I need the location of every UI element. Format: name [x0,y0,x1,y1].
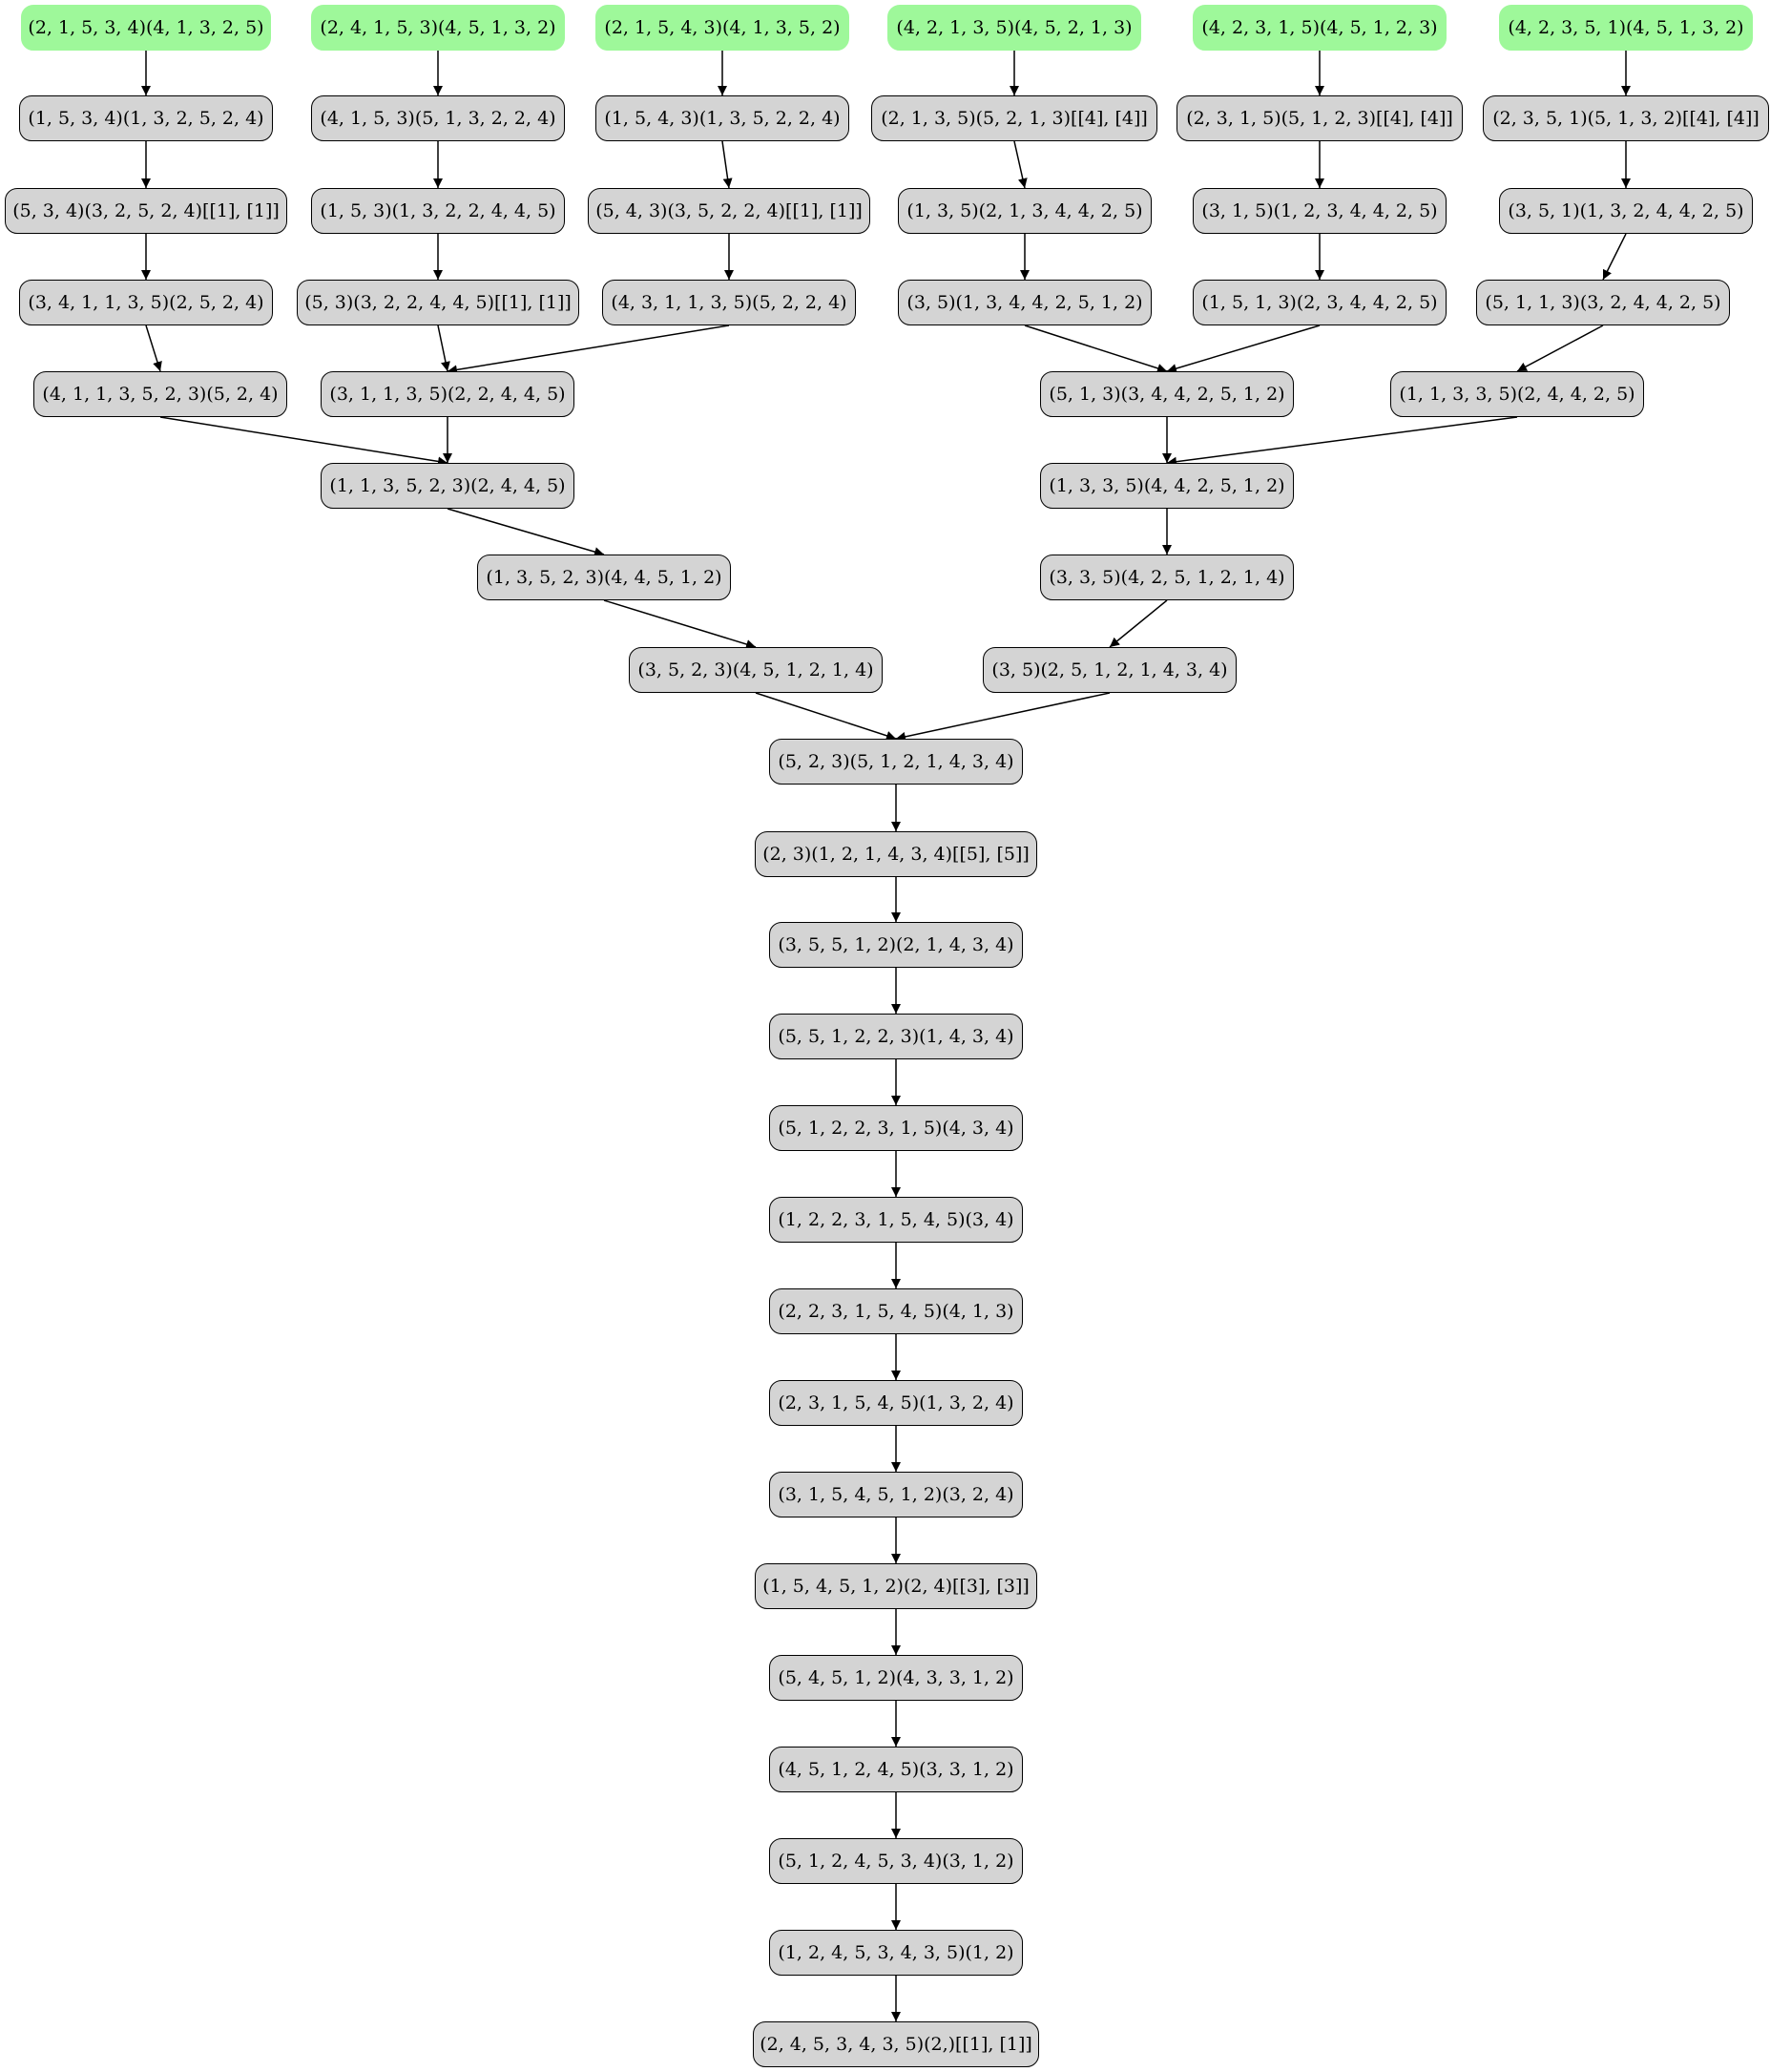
edge-f4-to-r5 [1166,416,1518,467]
edge-a3-to-a4 [145,324,162,372]
edge-e3-to-d4 [1166,324,1321,373]
graph-node-m9: (2, 3)(1, 2, 1, 4, 3, 4)[[5], [5]] [755,831,1037,877]
graph-node-d0: (4, 2, 1, 3, 5)(4, 5, 2, 1, 3) [887,5,1141,51]
graph-node-b2: (1, 5, 3)(1, 3, 2, 2, 4, 4, 5) [311,188,565,234]
graph-node-m13: (1, 2, 2, 3, 1, 5, 4, 5)(3, 4) [769,1197,1023,1243]
graph-node-e3: (1, 5, 1, 3)(2, 3, 4, 4, 2, 5) [1193,280,1447,325]
graph-node-e0: (4, 2, 3, 1, 5)(4, 5, 1, 2, 3) [1193,5,1447,51]
graph-node-a4: (4, 1, 1, 3, 5, 2, 3)(5, 2, 4) [33,371,287,417]
graph-node-m10: (3, 5, 5, 1, 2)(2, 1, 4, 3, 4) [769,922,1023,968]
graph-node-m15: (2, 3, 1, 5, 4, 5)(1, 3, 2, 4) [769,1380,1023,1426]
graph-node-a1: (1, 5, 3, 4)(1, 3, 2, 5, 2, 4) [19,95,273,141]
graph-node-c3: (4, 3, 1, 1, 3, 5)(5, 2, 2, 4) [602,280,856,325]
graph-node-d3: (3, 5)(1, 3, 4, 4, 2, 5, 1, 2) [898,280,1152,325]
graph-node-m12: (5, 1, 2, 2, 3, 1, 5)(4, 3, 4) [769,1105,1023,1151]
graph-node-e1: (2, 3, 1, 5)(5, 1, 2, 3)[[4], [4]] [1177,95,1463,141]
graph-node-m14: (2, 2, 3, 1, 5, 4, 5)(4, 1, 3) [769,1288,1023,1334]
edge-r7-to-m8 [895,692,1111,742]
graph-node-d4: (5, 1, 3)(3, 4, 4, 2, 5, 1, 2) [1040,371,1294,417]
graph-node-m22: (2, 4, 5, 3, 4, 3, 5)(2,)[[1], [1]] [753,2021,1039,2067]
graph-node-d1: (2, 1, 3, 5)(5, 2, 1, 3)[[4], [4]] [871,95,1157,141]
edge-a4-to-l5 [159,416,448,467]
graph-node-m19: (4, 5, 1, 2, 4, 5)(3, 3, 1, 2) [769,1747,1023,1792]
graph-node-a2: (5, 3, 4)(3, 2, 5, 2, 4)[[1], [1]] [5,188,287,234]
graph-node-c1: (1, 5, 4, 3)(1, 3, 5, 2, 2, 4) [595,95,849,141]
graph-node-a0: (2, 1, 5, 3, 4)(4, 1, 3, 2, 5) [21,5,271,51]
edge-c1-to-c2 [721,140,733,189]
graph-node-m16: (3, 1, 5, 4, 5, 1, 2)(3, 2, 4) [769,1472,1023,1517]
graph-node-f2: (3, 5, 1)(1, 3, 2, 4, 4, 2, 5) [1499,188,1753,234]
graph-node-f0: (4, 2, 3, 5, 1)(4, 5, 1, 3, 2) [1499,5,1753,51]
edge-f2-to-f3 [1602,233,1627,281]
graph-node-b1: (4, 1, 5, 3)(5, 1, 3, 2, 2, 4) [311,95,565,141]
edge-r6-to-r7 [1109,599,1168,648]
graph-node-c2: (5, 4, 3)(3, 5, 2, 2, 4)[[1], [1]] [588,188,870,234]
graph-node-m11: (5, 5, 1, 2, 2, 3)(1, 4, 3, 4) [769,1014,1023,1059]
edge-d3-to-d4 [1024,324,1168,373]
edge-d1-to-d2 [1013,140,1028,189]
graph-node-r7: (3, 5)(2, 5, 1, 2, 1, 4, 3, 4) [983,647,1237,693]
graph-node-e2: (3, 1, 5)(1, 2, 3, 4, 4, 2, 5) [1193,188,1447,234]
edge-c3-to-b4 [447,324,730,375]
graph-node-l5: (1, 1, 3, 5, 2, 3)(2, 4, 4, 5) [321,463,574,509]
graph-node-c0: (2, 1, 5, 4, 3)(4, 1, 3, 5, 2) [595,5,849,51]
graph-node-l6: (1, 3, 5, 2, 3)(4, 4, 5, 1, 2) [477,555,731,600]
graph-node-m17: (1, 5, 4, 5, 1, 2)(2, 4)[[3], [3]] [755,1563,1037,1609]
graph-node-r6: (3, 3, 5)(4, 2, 5, 1, 2, 1, 4) [1040,555,1294,600]
graph-node-m21: (1, 2, 4, 5, 3, 4, 3, 5)(1, 2) [769,1930,1023,1976]
graph-node-a3: (3, 4, 1, 1, 3, 5)(2, 5, 2, 4) [19,280,273,325]
graph-node-b3: (5, 3)(3, 2, 2, 4, 4, 5)[[1], [1]] [297,280,579,325]
graph-node-b0: (2, 4, 1, 5, 3)(4, 5, 1, 3, 2) [311,5,565,51]
edge-l7-to-m8 [755,692,897,741]
edge-f3-to-f4 [1516,324,1604,372]
graph-node-d2: (1, 3, 5)(2, 1, 3, 4, 4, 2, 5) [898,188,1152,234]
edge-l6-to-l7 [603,599,757,649]
graph-node-r5: (1, 3, 3, 5)(4, 4, 2, 5, 1, 2) [1040,463,1294,509]
graph-node-f4: (1, 1, 3, 3, 5)(2, 4, 4, 2, 5) [1390,371,1644,417]
graph-node-l7: (3, 5, 2, 3)(4, 5, 1, 2, 1, 4) [629,647,883,693]
graph-node-m8: (5, 2, 3)(5, 1, 2, 1, 4, 3, 4) [769,739,1023,785]
edge-b3-to-b4 [437,324,450,372]
graph-node-m18: (5, 4, 5, 1, 2)(4, 3, 3, 1, 2) [769,1655,1023,1701]
graph-node-f3: (5, 1, 1, 3)(3, 2, 4, 4, 2, 5) [1476,280,1730,325]
edge-l5-to-l6 [447,508,605,556]
graph-node-f1: (2, 3, 5, 1)(5, 1, 3, 2)[[4], [4]] [1483,95,1769,141]
graph-node-b4: (3, 1, 1, 3, 5)(2, 2, 4, 4, 5) [321,371,574,417]
graph-node-m20: (5, 1, 2, 4, 5, 3, 4)(3, 1, 2) [769,1838,1023,1884]
